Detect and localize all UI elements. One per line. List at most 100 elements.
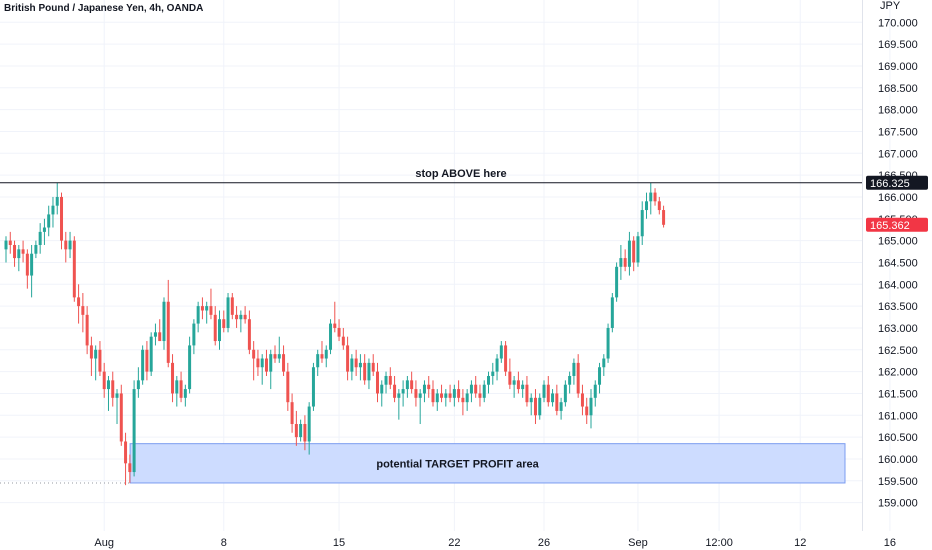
time-axis[interactable]: Aug 8 15 22 26 Sep 12:00 12 16 xyxy=(94,537,896,549)
candle-body-up xyxy=(619,258,623,267)
candle-body-down xyxy=(25,253,29,276)
candle-body-down xyxy=(303,424,307,442)
y-tick-label: 159.000 xyxy=(878,498,918,510)
candle-body-down xyxy=(533,397,537,416)
candle-body-down xyxy=(235,314,239,320)
y-tick-label: 162.000 xyxy=(878,367,918,379)
candle-body-up xyxy=(226,297,230,328)
candle-body-down xyxy=(474,384,478,394)
candle-body-down xyxy=(576,362,580,394)
candle-body-up xyxy=(542,384,546,398)
candle-body-down xyxy=(371,362,375,372)
candle-body-up xyxy=(495,358,499,372)
candle-body-up xyxy=(384,375,388,385)
x-tick-label: Sep xyxy=(628,537,648,549)
y-tick-label: 164.000 xyxy=(878,279,918,291)
candle-body-down xyxy=(273,354,277,359)
candle-body-down xyxy=(158,332,162,342)
candle-body-up xyxy=(141,349,145,381)
y-tick-label: 168.000 xyxy=(878,105,918,117)
candle-body-up xyxy=(568,375,572,385)
candle-body-up xyxy=(205,306,209,311)
candle-body-up xyxy=(627,240,631,267)
y-tick-label: 169.000 xyxy=(878,61,918,73)
candle-body-up xyxy=(593,384,597,398)
candle-body-up xyxy=(4,240,8,250)
candle-body-up xyxy=(572,362,576,376)
candle-body-down xyxy=(77,297,81,307)
candle-body-up xyxy=(269,354,273,372)
candle-body-down xyxy=(8,240,12,245)
candle-body-up xyxy=(115,393,119,398)
candle-body-down xyxy=(657,201,661,211)
candle-body-down xyxy=(333,323,337,328)
candle-body-up xyxy=(324,349,328,359)
candle-body-up xyxy=(563,384,567,403)
candle-body-down xyxy=(341,336,345,346)
candle-body-up xyxy=(418,393,422,398)
candle-body-down xyxy=(209,306,213,315)
candle-body-down xyxy=(21,249,25,254)
chart-title: British Pound / Japanese Yen, 4h, OANDA xyxy=(4,3,203,14)
candle-body-up xyxy=(162,301,166,342)
candle-body-up xyxy=(602,358,606,368)
candle-body-down xyxy=(213,314,217,342)
candle-body-down xyxy=(525,384,529,403)
y-tick-label: 163.500 xyxy=(878,301,918,313)
candle-body-up xyxy=(559,402,563,411)
candle-body-up xyxy=(175,380,179,394)
y-tick-label: 167.000 xyxy=(878,148,918,160)
candle-body-up xyxy=(401,389,405,394)
candle-body-up xyxy=(94,349,98,359)
candle-body-down xyxy=(653,192,657,202)
candle-body-up xyxy=(529,397,533,403)
candle-body-down xyxy=(286,371,290,403)
candle-body-down xyxy=(111,380,115,398)
candle-body-up xyxy=(68,240,72,250)
candle-body-up xyxy=(55,196,59,206)
candle-body-down xyxy=(580,393,584,407)
candle-body-up xyxy=(499,345,503,359)
candle-body-up xyxy=(132,389,136,473)
candle-body-down xyxy=(179,380,183,398)
candle-body-up xyxy=(469,384,473,394)
candle-body-down xyxy=(448,393,452,398)
candle-body-up xyxy=(645,201,648,211)
candle-body-down xyxy=(247,319,251,350)
candle-body-up xyxy=(34,244,38,254)
candle-body-up xyxy=(405,380,409,390)
candle-body-up xyxy=(435,393,439,403)
candle-body-up xyxy=(218,319,221,342)
candle-body-down xyxy=(508,371,512,385)
currency-label: JPY xyxy=(880,0,901,12)
candle-body-up xyxy=(380,384,384,394)
candle-body-up xyxy=(538,397,542,416)
candle-body-up xyxy=(358,362,362,368)
candle-body-up xyxy=(606,327,610,359)
candle-body-up xyxy=(350,358,354,372)
candle-body-down xyxy=(504,345,508,372)
y-tick-label: 162.500 xyxy=(878,345,918,357)
candle-body-down xyxy=(410,380,414,390)
candle-body-up xyxy=(51,205,55,215)
candle-body-up xyxy=(367,362,371,381)
y-tick-label: 168.500 xyxy=(878,83,918,95)
x-tick-label: 8 xyxy=(221,537,227,549)
candle-body-down xyxy=(166,301,170,363)
candle-body-down xyxy=(346,345,350,372)
candle-body-down xyxy=(85,314,89,346)
last-price-text: 165.362 xyxy=(870,220,910,232)
candle-body-up xyxy=(188,345,192,390)
candle-body-down xyxy=(102,371,106,390)
y-tick-label: 161.000 xyxy=(878,410,918,422)
candle-body-down xyxy=(264,358,268,372)
candle-body-up xyxy=(589,397,593,416)
price-axis[interactable]: JPY 170.000 169.500 169.000 168.500 168.000 1… xyxy=(878,0,918,510)
candle-body-up xyxy=(482,384,486,398)
candle-body-down xyxy=(431,389,435,403)
candle-body-down xyxy=(632,240,636,263)
candle-body-up xyxy=(42,227,46,232)
candle-body-down xyxy=(414,389,418,398)
x-tick-label: 12:00 xyxy=(705,537,733,549)
